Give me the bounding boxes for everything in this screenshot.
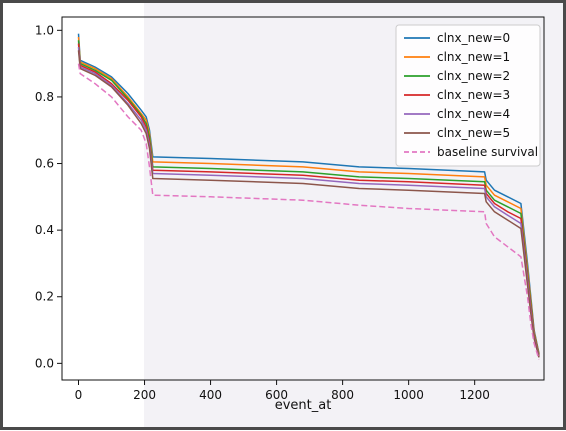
legend-entry: clnx_new=5 [437,126,510,140]
y-tick-label: 0.0 [35,356,54,370]
legend-entry: baseline survival [437,145,538,159]
y-tick-label: 1.0 [35,23,54,37]
legend-entry: clnx_new=2 [437,69,510,83]
x-tick-label: 200 [133,388,156,402]
x-tick-label: 800 [331,388,354,402]
x-axis-label: event_at [275,398,332,413]
series-lines [77,33,540,360]
y-tick-label: 0.6 [35,157,54,171]
legend-entry: clnx_new=3 [437,88,510,102]
series-line-5 [77,50,540,358]
legend-box [395,24,541,167]
plot-area [61,16,545,381]
y-tick-label: 0.8 [35,90,54,104]
x-tick-label: 0 [75,388,83,402]
series-line-6 [77,63,540,360]
x-tick-label: 400 [199,388,222,402]
x-tick-label: 600 [265,388,288,402]
legend-entry: clnx_new=4 [437,107,510,121]
survival-chart: 0 200 400 600 800 1000 12000.00.20.40.60.81.0 … [35,16,545,413]
y-tick-label: 0.4 [35,223,54,237]
x-tick-label: 1000 [393,388,424,402]
legend-entry: clnx_new=1 [437,50,510,64]
y-tick-label: 0.2 [35,290,54,304]
legend: clnx_new=0 clnx_new=1 clnx_new=2 clnx_new=3… [395,24,541,167]
x-tick-label: 1200 [459,388,490,402]
legend-entry: clnx_new=0 [437,31,510,45]
axis-ticks: 0 200 400 600 800 1000 1200 0.0 0.2 0.4 0.6 0.8 1.0 [35,23,490,402]
